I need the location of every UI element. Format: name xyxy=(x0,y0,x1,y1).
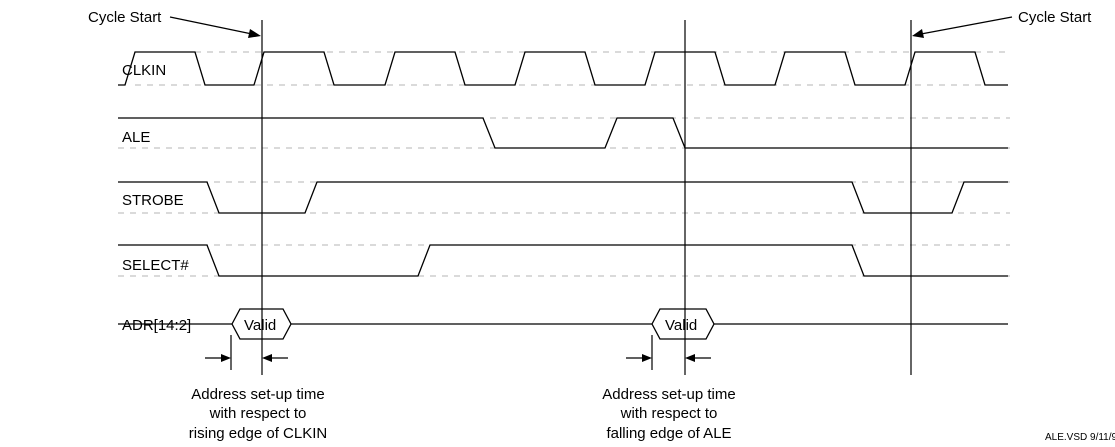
valid-label-2: Valid xyxy=(665,317,697,334)
valid-label-1: Valid xyxy=(244,317,276,334)
signal-label-ale: ALE xyxy=(122,129,150,146)
note-left-line-2: with respect to xyxy=(209,405,307,422)
cycle-start-arrow-right xyxy=(912,16,1013,38)
strobe-waveform xyxy=(118,181,1008,214)
adr-waveform xyxy=(118,308,1008,340)
note-right-line-2: with respect to xyxy=(620,405,718,422)
select-waveform xyxy=(118,244,1008,277)
note-right-line-1: Address set-up time xyxy=(602,386,735,403)
cycle-start-label-left: Cycle Start xyxy=(88,9,162,26)
note-left: Address set-up time with respect to risi… xyxy=(189,386,327,442)
file-tag: ALE.VSD 9/11/9 xyxy=(1045,432,1115,443)
signal-label-select: SELECT# xyxy=(122,257,189,274)
setup-arrows-right xyxy=(626,354,711,362)
ale-waveform xyxy=(118,117,1008,149)
signal-label-clkin: CLKIN xyxy=(122,62,166,79)
note-left-line-3: rising edge of CLKIN xyxy=(189,425,327,442)
cycle-start-label-right: Cycle Start xyxy=(1018,9,1092,26)
note-left-line-1: Address set-up time xyxy=(191,386,324,403)
clkin-waveform xyxy=(118,51,1008,86)
note-right-line-3: falling edge of ALE xyxy=(606,425,731,442)
setup-arrows-left xyxy=(205,354,288,362)
cycle-start-arrow-left xyxy=(169,16,261,38)
signal-label-adr: ADR[14:2] xyxy=(122,317,191,334)
signal-label-strobe: STROBE xyxy=(122,192,184,209)
note-right: Address set-up time with respect to fall… xyxy=(602,386,735,442)
